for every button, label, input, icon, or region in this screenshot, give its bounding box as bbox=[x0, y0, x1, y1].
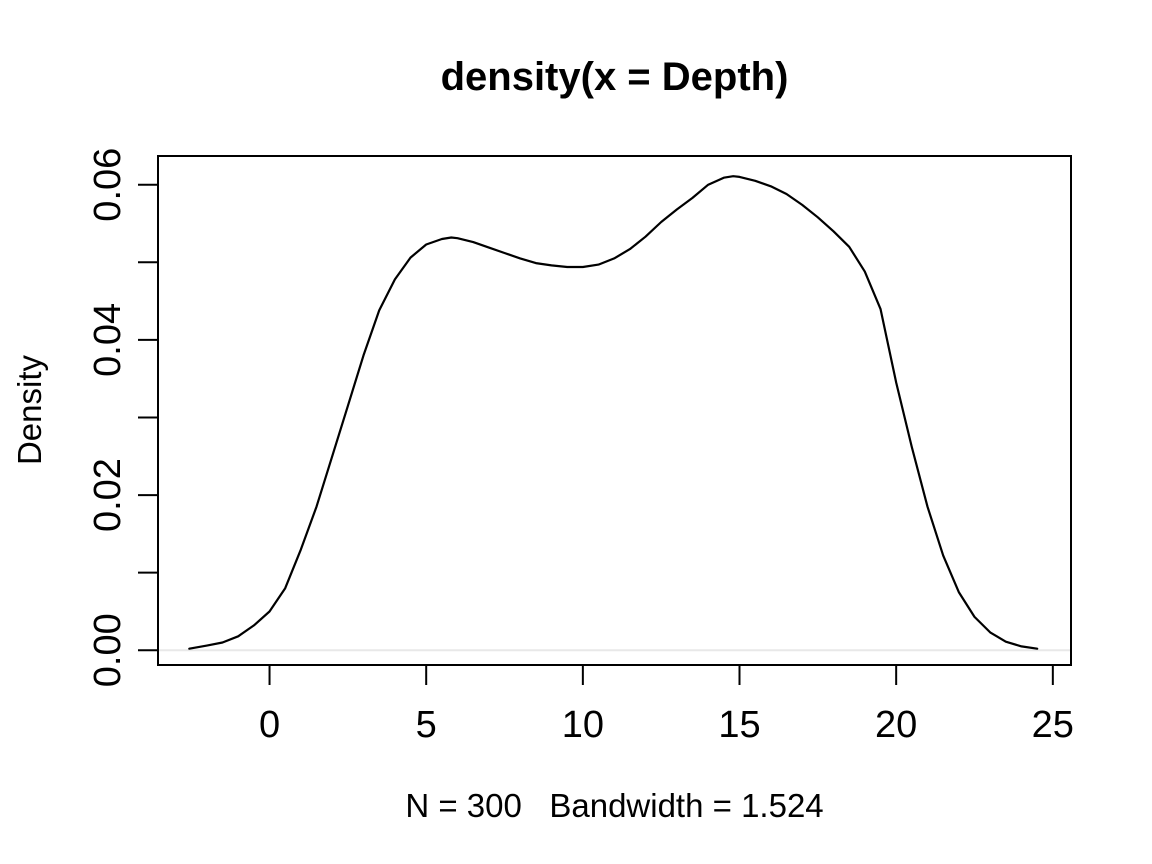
plot-title: density(x = Depth) bbox=[440, 55, 789, 99]
x-axis-tick-label: 5 bbox=[416, 704, 437, 746]
x-axis-tick-label: 10 bbox=[562, 704, 604, 746]
x-axis-label: N = 300 Bandwidth = 1.524 bbox=[405, 787, 824, 824]
x-axis-tick-label: 15 bbox=[718, 704, 760, 746]
x-axis-tick-label: 25 bbox=[1032, 704, 1074, 746]
plot-box bbox=[157, 155, 1072, 666]
x-axis-tick-label: 20 bbox=[875, 704, 917, 746]
y-axis-tick-label: 0.04 bbox=[87, 303, 129, 377]
density-curve bbox=[188, 175, 1039, 650]
y-axis-label: Density bbox=[11, 354, 48, 466]
y-axis-tick-label: 0.00 bbox=[87, 613, 129, 687]
y-axis-tick-label: 0.02 bbox=[87, 458, 129, 532]
y-axis-tick-label: 0.06 bbox=[87, 148, 129, 222]
x-axis-tick-label: 0 bbox=[259, 704, 280, 746]
